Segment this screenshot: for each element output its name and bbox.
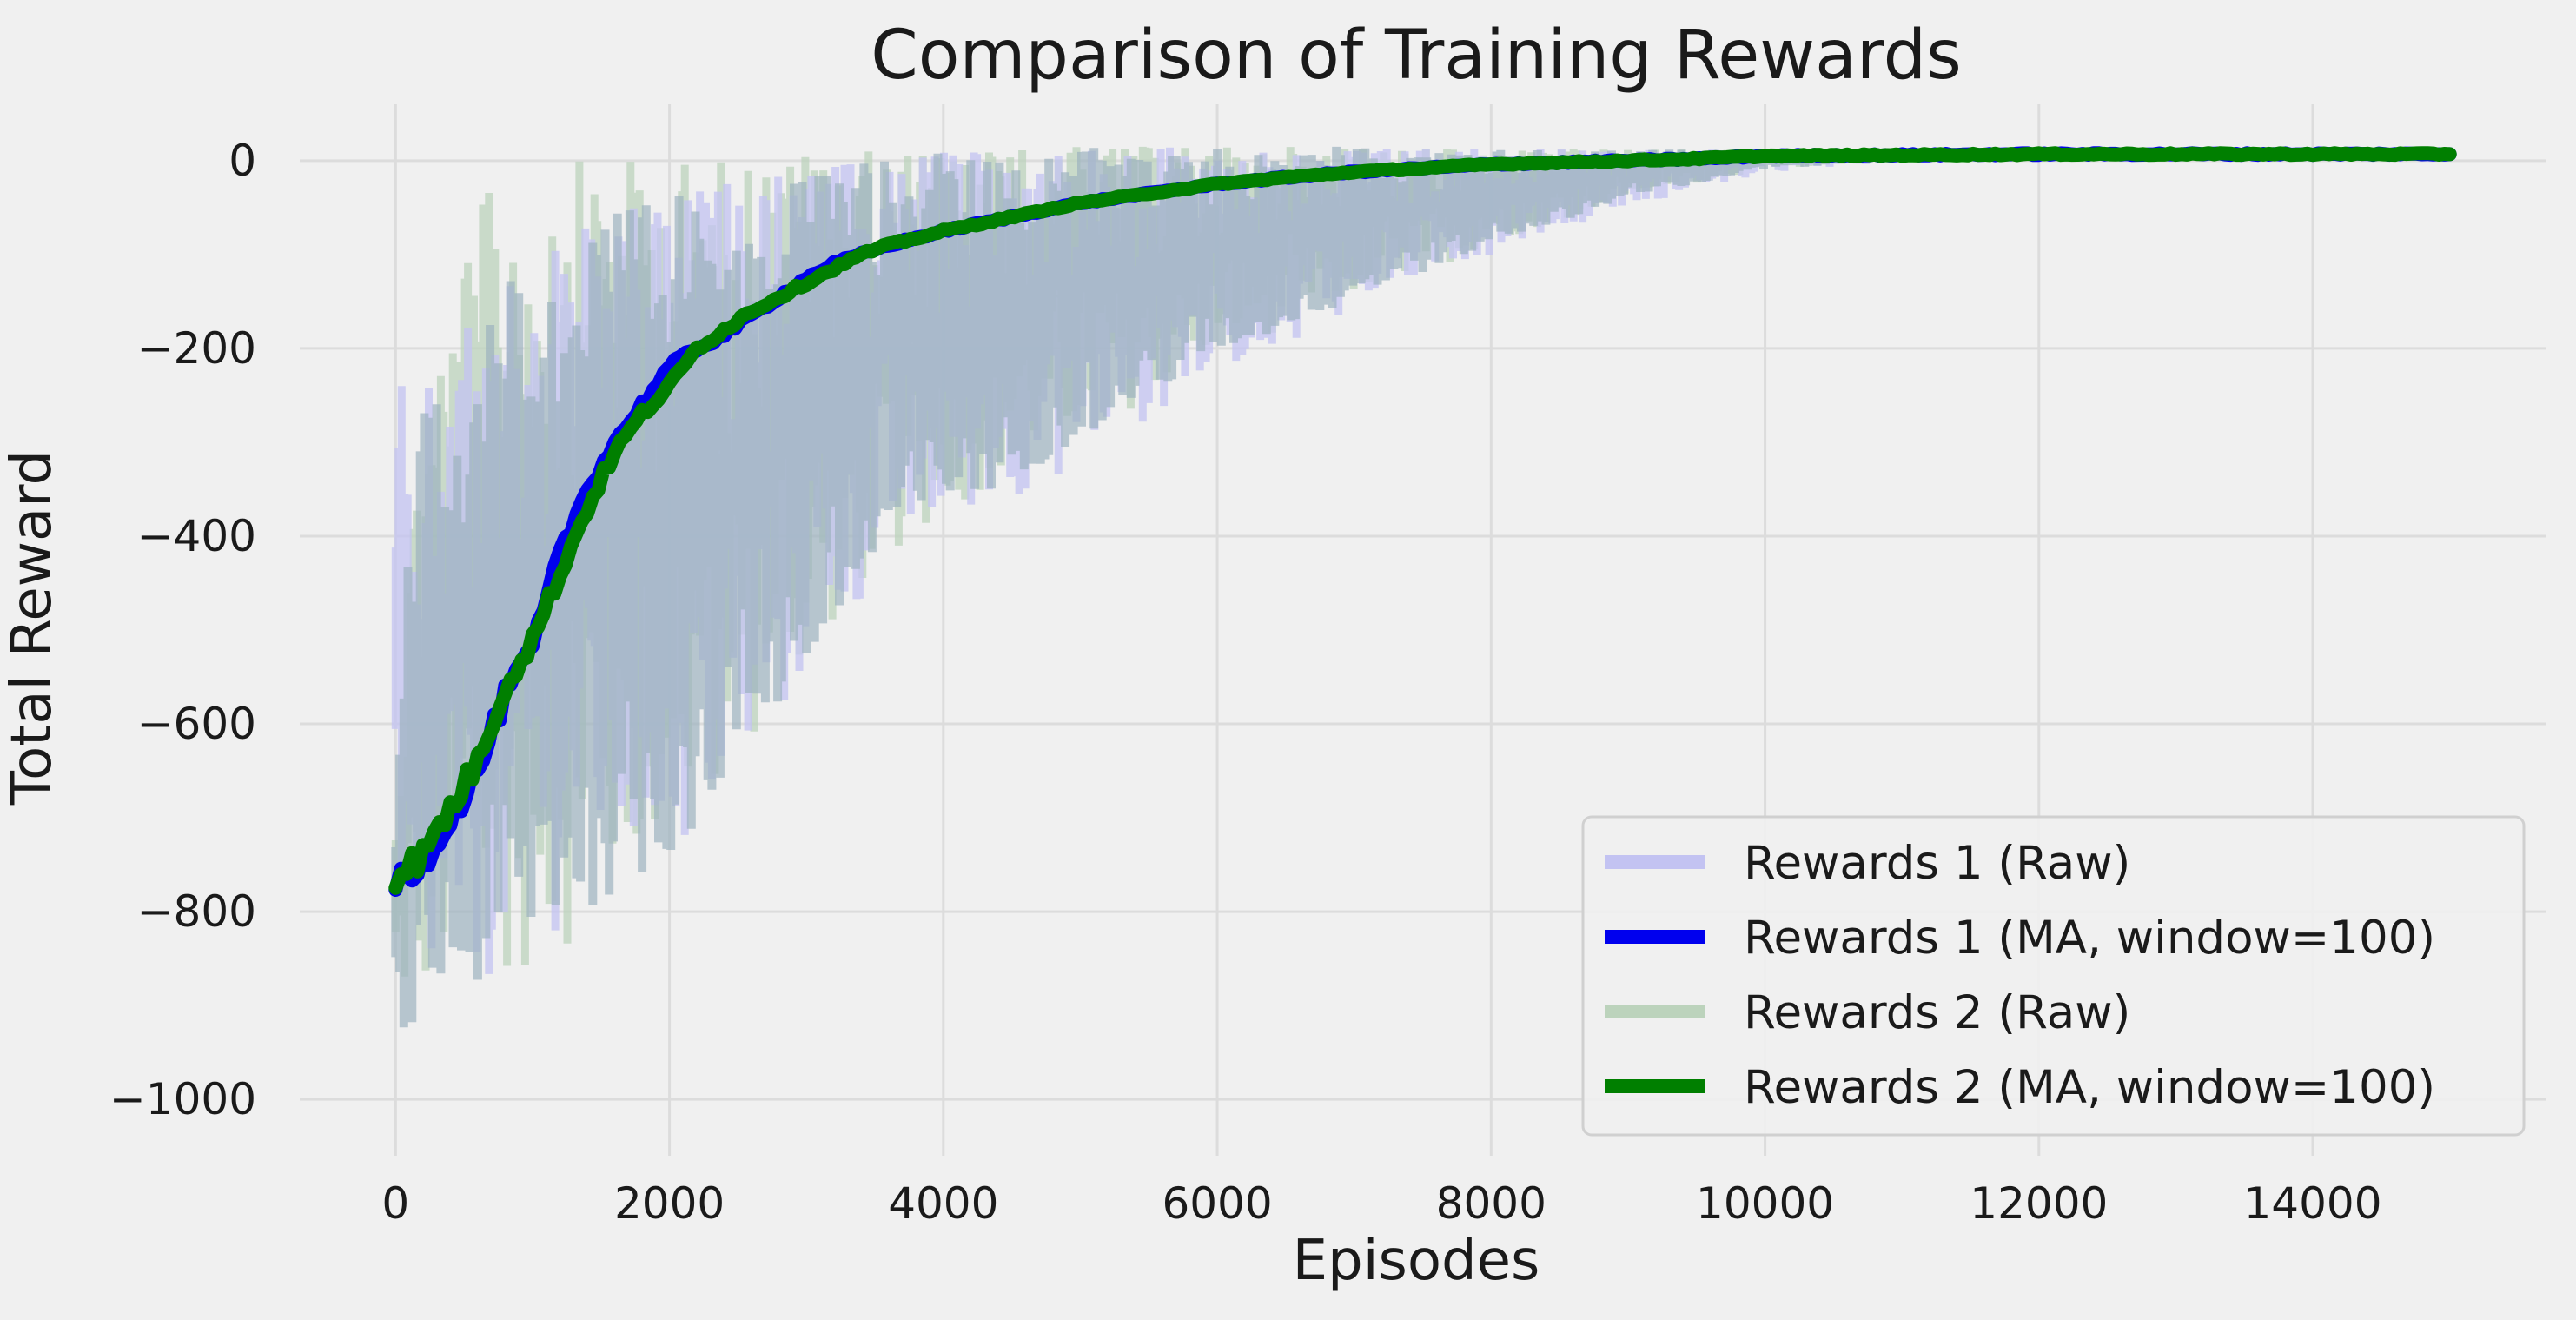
- legend-label: Rewards 2 (Raw): [1744, 986, 2130, 1039]
- y-tick-label: −600: [137, 699, 256, 749]
- y-axis-label: Total Reward: [0, 450, 64, 806]
- raw-overlap-strokes: [391, 146, 1838, 1028]
- x-tick-label: 4000: [888, 1178, 998, 1229]
- x-tick-label: 12000: [1970, 1178, 2108, 1229]
- x-tick-label: 8000: [1436, 1178, 1546, 1229]
- y-tick-label: −200: [137, 323, 256, 374]
- chart-title: Comparison of Training Rewards: [871, 17, 1961, 95]
- x-axis-label: Episodes: [1293, 1229, 1540, 1293]
- x-tick-label: 6000: [1162, 1178, 1272, 1229]
- legend-label: Rewards 1 (MA, window=100): [1744, 912, 2435, 965]
- y-tick-label: 0: [228, 136, 256, 186]
- legend: Rewards 1 (Raw) Rewards 1 (MA, window=100…: [1581, 815, 2526, 1137]
- legend-label: Rewards 2 (MA, window=100): [1744, 1061, 2435, 1114]
- x-tick-label: 14000: [2244, 1178, 2382, 1229]
- legend-label: Rewards 1 (Raw): [1744, 837, 2130, 890]
- tick-labels: 0 2000 4000 6000 8000 10000 12000 14000 0 −200 −40…: [109, 136, 2382, 1229]
- y-tick-label: −800: [137, 886, 256, 937]
- x-tick-label: 2000: [614, 1178, 725, 1229]
- y-tick-label: −1000: [109, 1074, 256, 1124]
- raw-overlap: [391, 146, 1838, 1028]
- series-line-rewards-2-ma-window-100-: [388, 146, 2457, 895]
- x-tick-label: 0: [381, 1178, 409, 1229]
- y-tick-label: −400: [137, 511, 256, 561]
- legend-box: [1581, 815, 2526, 1137]
- ma-series-layer: [388, 146, 2457, 897]
- x-tick-label: 10000: [1696, 1178, 1834, 1229]
